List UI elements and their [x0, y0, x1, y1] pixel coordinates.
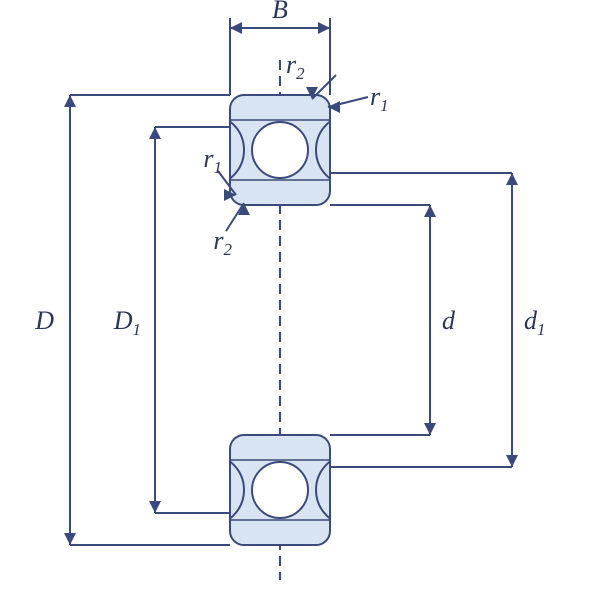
bearing-cross-section-diagram: B D D1 d d1 r2 r1 r1 r2 [0, 0, 600, 600]
label-r2-top: r2 [286, 50, 305, 83]
label-r2-left: r2 [213, 226, 232, 259]
label-r1-top: r1 [370, 82, 389, 115]
dim-d1: d1 [524, 306, 545, 339]
label-r1-left: r1 [203, 144, 222, 177]
dim-d: d [442, 306, 456, 335]
dim-D1: D1 [113, 306, 141, 339]
dim-D: D [34, 306, 54, 335]
dim-B: B [272, 0, 288, 24]
